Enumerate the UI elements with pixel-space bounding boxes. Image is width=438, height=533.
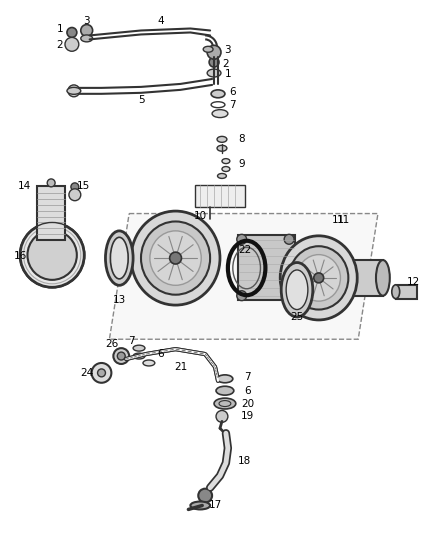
Text: 10: 10 (194, 211, 207, 221)
Circle shape (198, 489, 212, 503)
Text: 6: 6 (244, 386, 251, 395)
Ellipse shape (297, 255, 340, 301)
Ellipse shape (211, 90, 225, 98)
Circle shape (69, 189, 81, 201)
Text: 19: 19 (241, 411, 254, 422)
Text: 6: 6 (230, 87, 236, 97)
Ellipse shape (106, 231, 133, 285)
Ellipse shape (217, 146, 227, 151)
Circle shape (117, 352, 125, 360)
Ellipse shape (110, 237, 128, 279)
Ellipse shape (392, 285, 400, 298)
Bar (195, 185, 245, 207)
Circle shape (113, 348, 129, 364)
Circle shape (237, 290, 247, 301)
Text: 8: 8 (238, 134, 245, 144)
Text: 7: 7 (128, 336, 134, 346)
Circle shape (216, 410, 228, 422)
Text: 20: 20 (241, 399, 254, 409)
Ellipse shape (150, 231, 201, 285)
Text: 1: 1 (57, 25, 64, 35)
Ellipse shape (280, 236, 357, 320)
Circle shape (65, 37, 79, 51)
Text: 22: 22 (238, 245, 251, 255)
Text: 12: 12 (407, 277, 420, 287)
Ellipse shape (217, 136, 227, 142)
Text: 26: 26 (105, 339, 118, 349)
Ellipse shape (281, 263, 313, 317)
Text: 4: 4 (157, 15, 164, 26)
Ellipse shape (141, 222, 210, 295)
Ellipse shape (214, 398, 236, 409)
Circle shape (284, 235, 294, 244)
Text: 14: 14 (18, 181, 31, 191)
Text: 15: 15 (77, 181, 90, 191)
Ellipse shape (217, 375, 233, 383)
Text: 6: 6 (157, 349, 164, 359)
Ellipse shape (222, 159, 230, 164)
Ellipse shape (207, 69, 221, 77)
Circle shape (67, 28, 77, 37)
Ellipse shape (81, 35, 92, 42)
Circle shape (284, 290, 294, 301)
Ellipse shape (289, 246, 348, 310)
Text: 7: 7 (230, 100, 236, 110)
Circle shape (98, 369, 106, 377)
Circle shape (314, 273, 324, 283)
Circle shape (68, 85, 80, 97)
Circle shape (71, 183, 79, 191)
Circle shape (237, 235, 247, 244)
Ellipse shape (216, 386, 234, 395)
Ellipse shape (143, 360, 155, 366)
Ellipse shape (203, 46, 213, 52)
Text: 24: 24 (80, 368, 93, 378)
Text: 5: 5 (138, 95, 144, 105)
Circle shape (47, 179, 55, 187)
Bar (37, 186, 65, 240)
Text: 3: 3 (225, 45, 231, 55)
Text: 7: 7 (244, 372, 251, 382)
Polygon shape (110, 214, 378, 339)
Bar (238, 236, 295, 300)
Ellipse shape (28, 230, 77, 280)
Text: 13: 13 (113, 295, 126, 305)
Ellipse shape (131, 211, 220, 305)
Text: 25: 25 (290, 312, 304, 322)
Ellipse shape (212, 110, 228, 118)
Text: 18: 18 (238, 456, 251, 466)
Text: 2: 2 (223, 59, 229, 69)
Circle shape (170, 252, 181, 264)
Ellipse shape (67, 87, 81, 94)
Text: 21: 21 (174, 362, 187, 372)
Text: 1: 1 (225, 69, 231, 79)
Ellipse shape (218, 173, 226, 179)
Ellipse shape (133, 353, 145, 359)
Bar (353, 260, 383, 296)
Ellipse shape (376, 260, 390, 296)
Ellipse shape (286, 270, 308, 310)
Circle shape (92, 363, 111, 383)
Text: 9: 9 (238, 159, 245, 169)
Bar (396, 285, 417, 298)
Text: 2: 2 (57, 41, 64, 50)
Text: 17: 17 (208, 500, 222, 511)
Text: 3: 3 (83, 15, 90, 26)
Circle shape (209, 57, 219, 67)
Circle shape (81, 25, 92, 36)
Ellipse shape (20, 223, 84, 287)
Text: 11: 11 (332, 215, 345, 225)
Ellipse shape (136, 223, 215, 253)
Ellipse shape (133, 345, 145, 351)
Ellipse shape (191, 502, 210, 510)
Circle shape (207, 45, 221, 59)
Text: 11: 11 (337, 215, 350, 225)
Text: 16: 16 (14, 251, 27, 261)
Ellipse shape (222, 166, 230, 172)
